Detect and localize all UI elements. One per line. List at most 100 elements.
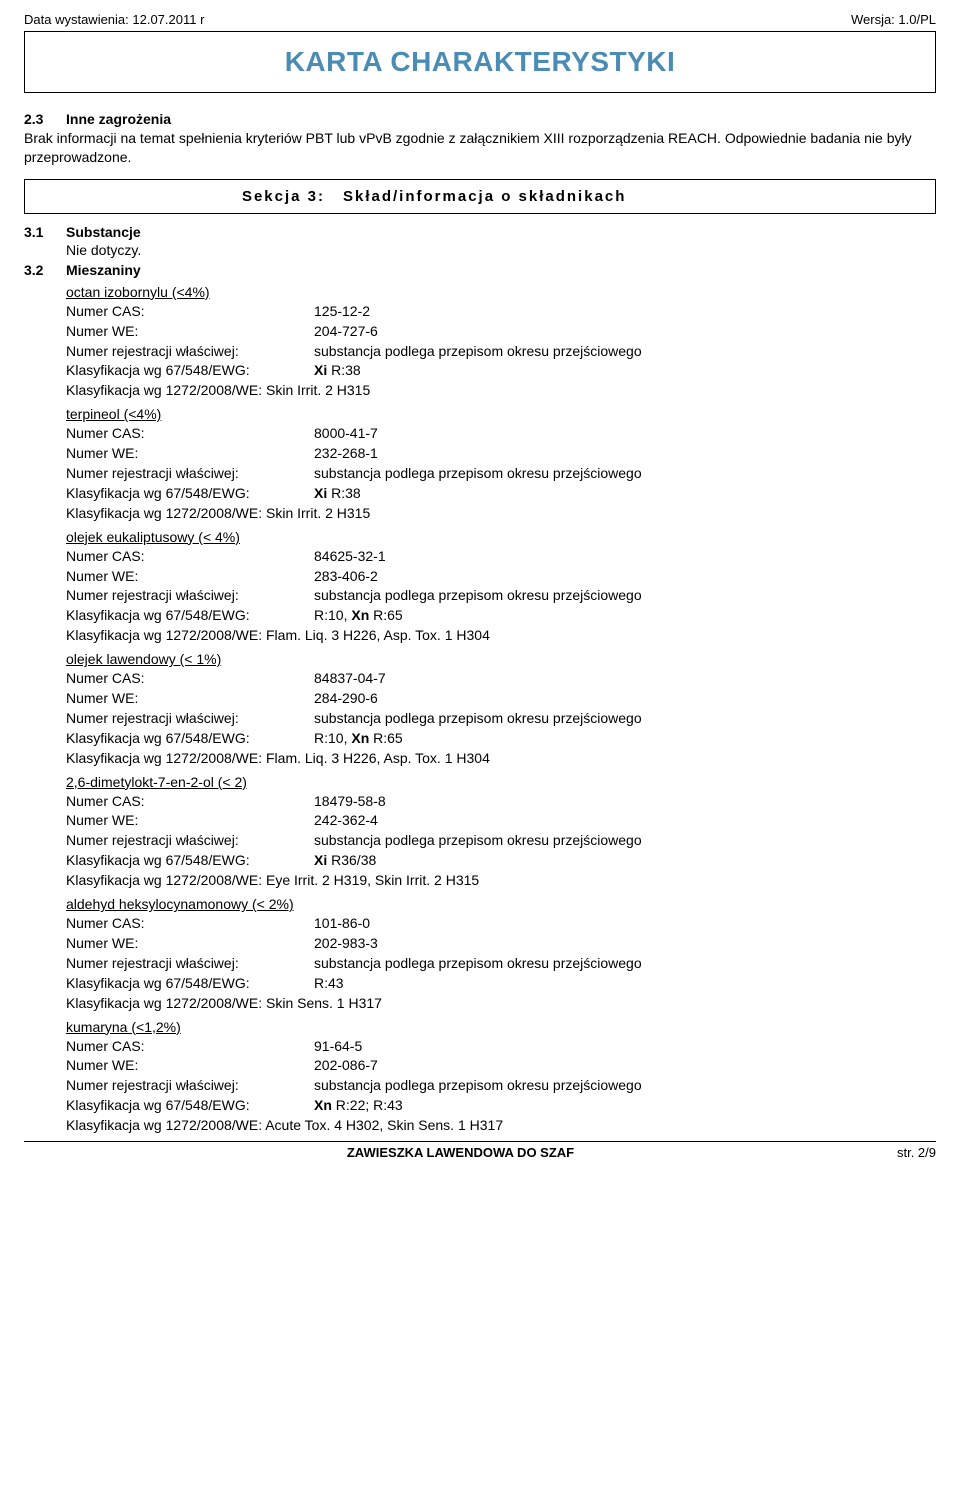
k67-row-key: Klasyfikacja wg 67/548/EWG: — [66, 851, 314, 870]
k1272-text: Klasyfikacja wg 1272/2008/WE: Skin Sens.… — [66, 994, 382, 1013]
reg-row: Numer rejestracji właściwej:substancja p… — [66, 831, 936, 850]
we-row-key: Numer WE: — [66, 1056, 314, 1075]
reg-row-value: substancja podlega przepisom okresu prze… — [314, 1076, 936, 1095]
section-3-1-heading: 3.1 Substancje — [24, 224, 936, 240]
reg-row-key: Numer rejestracji właściwej: — [66, 1076, 314, 1095]
reg-row-value: substancja podlega przepisom okresu prze… — [314, 342, 936, 361]
k1272-row: Klasyfikacja wg 1272/2008/WE: Skin Sens.… — [66, 994, 936, 1013]
substance-block: 2,6-dimetylokt-7-en-2-ol (< 2) Numer CAS:… — [66, 774, 936, 890]
k67-row-key: Klasyfikacja wg 67/548/EWG: — [66, 484, 314, 503]
k67-row: Klasyfikacja wg 67/548/EWG:R:43 — [66, 974, 936, 993]
substance-block: olejek lawendowy (< 1%)Numer CAS:84837-0… — [66, 651, 936, 767]
document-title: KARTA CHARAKTERYSTYKI — [25, 46, 935, 78]
reg-row-key: Numer rejestracji właściwej: — [66, 586, 314, 605]
section-number: 3.2 — [24, 262, 66, 278]
section-3-2-heading: 3.2 Mieszaniny — [24, 262, 936, 278]
we-row-key: Numer WE: — [66, 934, 314, 953]
k67-row: Klasyfikacja wg 67/548/EWG:Xi R36/38 — [66, 851, 936, 870]
cas-row: Numer CAS:84837-04-7 — [66, 669, 936, 688]
we-row-key: Numer WE: — [66, 322, 314, 341]
substance-block: aldehyd heksylocynamonowy (< 2%) Numer CA… — [66, 896, 936, 1012]
cas-row: Numer CAS:91-64-5 — [66, 1037, 936, 1056]
we-row-value: 283-406-2 — [314, 567, 936, 586]
cas-row-key: Numer CAS: — [66, 302, 314, 321]
section-title: Inne zagrożenia — [66, 111, 171, 127]
k1272-row: Klasyfikacja wg 1272/2008/WE: Flam. Liq.… — [66, 626, 936, 645]
reg-row-key: Numer rejestracji właściwej: — [66, 342, 314, 361]
footer-right: str. 2/9 — [897, 1145, 936, 1160]
section-3-1-body: Nie dotyczy. — [66, 242, 936, 258]
substance-name: 2,6-dimetylokt-7-en-2-ol (< 2) — [66, 774, 936, 790]
k1272-row: Klasyfikacja wg 1272/2008/WE: Acute Tox.… — [66, 1116, 936, 1135]
k67-row: Klasyfikacja wg 67/548/EWG:R:10, Xn R:65 — [66, 729, 936, 748]
cas-row-value: 84837-04-7 — [314, 669, 936, 688]
cas-row: Numer CAS:101-86-0 — [66, 914, 936, 933]
page-header: Data wystawienia: 12.07.2011 r Wersja: 1… — [24, 12, 936, 27]
k67-row-key: Klasyfikacja wg 67/548/EWG: — [66, 606, 314, 625]
substance-name: kumaryna (<1,2%) — [66, 1019, 936, 1035]
we-row-value: 202-983-3 — [314, 934, 936, 953]
substance-name: octan izobornylu (<4%) — [66, 284, 936, 300]
reg-row: Numer rejestracji właściwej:substancja p… — [66, 954, 936, 973]
reg-row: Numer rejestracji właściwej:substancja p… — [66, 586, 936, 605]
k67-row: Klasyfikacja wg 67/548/EWG:Xi R:38 — [66, 361, 936, 380]
k67-row-value: Xi R36/38 — [314, 851, 936, 870]
title-box: KARTA CHARAKTERYSTYKI — [24, 31, 936, 93]
substance-name: olejek eukaliptusowy (< 4%) — [66, 529, 936, 545]
reg-row-key: Numer rejestracji właściwej: — [66, 709, 314, 728]
section-2-3-heading: 2.3 Inne zagrożenia — [24, 111, 936, 127]
k67-row: Klasyfikacja wg 67/548/EWG:Xi R:38 — [66, 484, 936, 503]
k67-row-value: Xn R:22; R:43 — [314, 1096, 936, 1115]
cas-row-key: Numer CAS: — [66, 914, 314, 933]
page-footer: ZAWIESZKA LAWENDOWA DO SZAF str. 2/9 — [24, 1141, 936, 1160]
k1272-text: Klasyfikacja wg 1272/2008/WE: Acute Tox.… — [66, 1116, 503, 1135]
cas-row-value: 8000-41-7 — [314, 424, 936, 443]
we-row-value: 242-362-4 — [314, 811, 936, 830]
substance-block: olejek eukaliptusowy (< 4%)Numer CAS:846… — [66, 529, 936, 645]
we-row-value: 204-727-6 — [314, 322, 936, 341]
k67-row: Klasyfikacja wg 67/548/EWG:Xn R:22; R:43 — [66, 1096, 936, 1115]
reg-row-value: substancja podlega przepisom okresu prze… — [314, 954, 936, 973]
cas-row-key: Numer CAS: — [66, 424, 314, 443]
substance-block: terpineol (<4%)Numer CAS:8000-41-7Numer … — [66, 406, 936, 522]
k67-row-value: Xi R:38 — [314, 361, 936, 380]
reg-row: Numer rejestracji właściwej:substancja p… — [66, 1076, 936, 1095]
cas-row: Numer CAS:125-12-2 — [66, 302, 936, 321]
k67-row-key: Klasyfikacja wg 67/548/EWG: — [66, 1096, 314, 1115]
k67-row-key: Klasyfikacja wg 67/548/EWG: — [66, 729, 314, 748]
k1272-text: Klasyfikacja wg 1272/2008/WE: Flam. Liq.… — [66, 749, 490, 768]
k67-row-value: Xi R:38 — [314, 484, 936, 503]
we-row: Numer WE:202-086-7 — [66, 1056, 936, 1075]
cas-row-key: Numer CAS: — [66, 792, 314, 811]
we-row-value: 232-268-1 — [314, 444, 936, 463]
reg-row-key: Numer rejestracji właściwej: — [66, 954, 314, 973]
cas-row: Numer CAS:8000-41-7 — [66, 424, 936, 443]
section-3-label: Sekcja 3: — [25, 188, 343, 205]
substance-name: terpineol (<4%) — [66, 406, 936, 422]
we-row: Numer WE:242-362-4 — [66, 811, 936, 830]
section-3-title: Skład/informacja o składnikach — [343, 188, 626, 205]
substance-block: kumaryna (<1,2%) Numer CAS:91-64-5Numer W… — [66, 1019, 936, 1135]
substance-name: aldehyd heksylocynamonowy (< 2%) — [66, 896, 936, 912]
reg-row-value: substancja podlega przepisom okresu prze… — [314, 464, 936, 483]
we-row: Numer WE:202-983-3 — [66, 934, 936, 953]
substance-block: octan izobornylu (<4%) Numer CAS:125-12-2… — [66, 284, 936, 400]
we-row: Numer WE:232-268-1 — [66, 444, 936, 463]
k1272-text: Klasyfikacja wg 1272/2008/WE: Eye Irrit.… — [66, 871, 479, 890]
k67-row-value: R:43 — [314, 974, 936, 993]
header-right: Wersja: 1.0/PL — [851, 12, 936, 27]
reg-row: Numer rejestracji właściwej:substancja p… — [66, 464, 936, 483]
cas-row-value: 101-86-0 — [314, 914, 936, 933]
cas-row-value: 91-64-5 — [314, 1037, 936, 1056]
cas-row-key: Numer CAS: — [66, 547, 314, 566]
k1272-text: Klasyfikacja wg 1272/2008/WE: Skin Irrit… — [66, 504, 370, 523]
cas-row-value: 125-12-2 — [314, 302, 936, 321]
section-3-header: Sekcja 3: Skład/informacja o składnikach — [24, 179, 936, 214]
reg-row-value: substancja podlega przepisom okresu prze… — [314, 709, 936, 728]
k1272-text: Klasyfikacja wg 1272/2008/WE: Skin Irrit… — [66, 381, 370, 400]
k67-row-value: R:10, Xn R:65 — [314, 606, 936, 625]
we-row-key: Numer WE: — [66, 567, 314, 586]
k67-row-value: R:10, Xn R:65 — [314, 729, 936, 748]
k67-row: Klasyfikacja wg 67/548/EWG:R:10, Xn R:65 — [66, 606, 936, 625]
k67-row-key: Klasyfikacja wg 67/548/EWG: — [66, 974, 314, 993]
